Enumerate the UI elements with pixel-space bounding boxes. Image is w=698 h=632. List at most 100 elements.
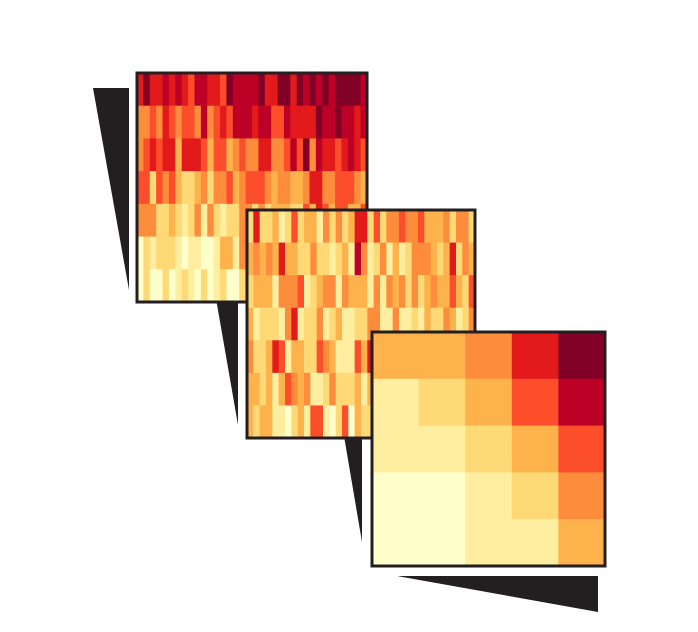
heatmap-cell: [266, 307, 273, 341]
heatmap-cell: [310, 340, 318, 374]
heatmap-cell: [315, 171, 323, 205]
heatmap-cell: [342, 340, 349, 374]
heatmap-cell: [285, 405, 292, 439]
heatmap-cell: [437, 210, 444, 244]
heatmap-cell: [266, 275, 273, 309]
heatmap-cell: [264, 105, 272, 140]
heatmap-cell: [342, 275, 349, 309]
heatmap-cell: [347, 73, 355, 107]
heatmap-cell: [259, 405, 267, 439]
heatmap-cell: [361, 405, 368, 439]
heatmap-cell: [297, 340, 305, 374]
heatmap-cell: [361, 275, 368, 309]
heatmap-cell: [168, 73, 176, 107]
heatmap-cell: [558, 425, 606, 473]
heatmap-cell: [156, 203, 164, 238]
heatmap-cell: [373, 307, 381, 341]
heatmap-cell: [316, 242, 324, 276]
heatmap-cell: [291, 340, 299, 374]
heatmap-cell: [354, 210, 362, 244]
heatmap-cell: [137, 236, 144, 270]
heatmap-cell: [399, 307, 406, 341]
heatmap-cell: [245, 171, 253, 205]
heatmap-cell: [511, 472, 559, 520]
heatmap-cell: [137, 105, 144, 140]
heatmap-cell: [258, 138, 266, 172]
heatmap-cell: [315, 138, 323, 172]
heatmap-cell: [323, 307, 330, 341]
heatmap-cell: [200, 73, 208, 107]
heatmap-cell: [194, 203, 202, 238]
heatmap-cell: [304, 210, 311, 244]
heatmap-cell: [309, 138, 317, 172]
heatmap-cell: [465, 472, 513, 520]
heatmap-cell: [323, 372, 330, 407]
heatmap-cell: [348, 372, 356, 407]
heatmap-cell: [271, 171, 279, 205]
heatmap-cell: [264, 171, 272, 205]
heatmap-cell: [342, 307, 349, 341]
heatmap-cell: [149, 73, 157, 107]
heatmap-cell: [354, 73, 362, 107]
heatmap-cell: [149, 138, 157, 172]
heatmap-cell: [272, 372, 280, 407]
heatmap-cell: [304, 372, 311, 407]
heatmap-cell: [558, 472, 606, 520]
heatmap-cell: [162, 236, 170, 270]
heatmap-cell: [252, 105, 259, 140]
heatmap-cell: [162, 73, 170, 107]
heatmap-cell: [285, 307, 292, 341]
heatmap-cell: [342, 210, 349, 244]
heatmap-cell: [226, 105, 234, 140]
heatmap-cell: [162, 105, 170, 140]
heatmap-cell: [253, 210, 261, 244]
heatmap-cell: [399, 275, 406, 309]
heatmap-cell: [239, 269, 247, 303]
heatmap-cell: [188, 73, 196, 107]
heatmap-cell: [449, 275, 457, 309]
heatmap-cell: [143, 171, 151, 205]
heatmap-cell: [258, 105, 266, 140]
heatmap-cell: [232, 269, 240, 303]
heatmap-cell: [348, 242, 356, 276]
heatmap-cell: [137, 203, 144, 238]
heatmap-cell: [418, 332, 466, 380]
heatmap-cell: [156, 73, 164, 107]
heatmap-cell: [465, 378, 513, 427]
heatmap-cell: [310, 275, 318, 309]
heatmap-cell: [272, 275, 280, 309]
heatmap-cell: [272, 242, 280, 276]
heatmap-cell: [418, 425, 466, 473]
heatmap-cell: [168, 269, 176, 303]
heatmap-cell: [342, 405, 349, 439]
heatmap-cell: [188, 203, 196, 238]
heatmap-cell: [278, 372, 286, 407]
heatmap-cell: [297, 405, 305, 439]
heatmap-cell: [168, 105, 176, 140]
heatmap-cell: [149, 203, 157, 238]
heatmap-cell: [143, 203, 151, 238]
heatmap-cell: [239, 203, 247, 238]
heatmap-cell: [316, 372, 324, 407]
heatmap-cell: [310, 405, 318, 439]
heatmap-cell: [253, 405, 261, 439]
heatmap-cell: [354, 171, 362, 205]
heatmap-cell: [322, 171, 330, 205]
heatmap-cell: [232, 138, 240, 172]
heatmap-cell: [360, 105, 368, 140]
heatmap-cell: [226, 171, 234, 205]
heatmap-cell: [277, 73, 285, 107]
heatmap-cell: [143, 269, 151, 303]
heatmap-cell: [296, 105, 304, 140]
heatmap-cell: [220, 269, 228, 303]
heatmap-cell: [156, 138, 164, 172]
heatmap-cell: [418, 472, 466, 520]
heatmap-cell: [437, 242, 444, 276]
heatmap-cell: [239, 105, 247, 140]
heatmap-cell: [278, 275, 286, 309]
heatmap-cell: [207, 171, 215, 205]
heatmap-cell: [220, 73, 228, 107]
heatmap-cell: [335, 340, 343, 374]
heatmap-panel-3: [370, 330, 607, 568]
heatmap-cell: [392, 307, 400, 341]
